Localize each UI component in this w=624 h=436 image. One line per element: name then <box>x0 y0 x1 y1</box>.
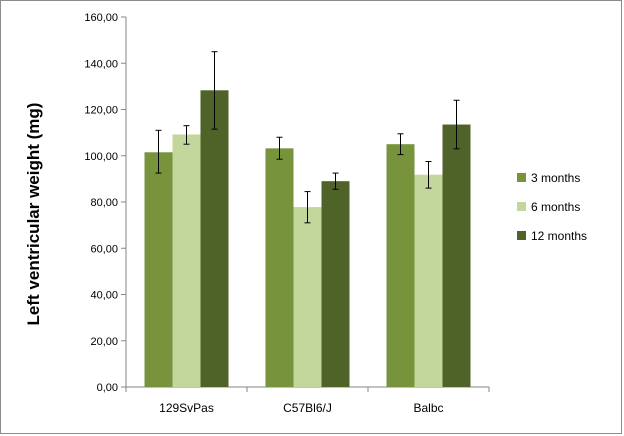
x-category-label: C57Bl6/J <box>283 401 332 415</box>
bar <box>321 181 350 387</box>
bar <box>200 90 229 388</box>
y-axis-label: Left ventricular weight (mg) <box>24 103 43 326</box>
y-tick-label: 160,00 <box>84 12 118 24</box>
legend-label: 3 months <box>531 171 580 185</box>
bar <box>265 148 294 387</box>
bar <box>414 174 443 387</box>
legend: 3 months 6 months 12 months <box>517 171 587 243</box>
y-tick-label: 140,00 <box>84 58 118 70</box>
x-category-label: Balbc <box>413 401 443 415</box>
bar <box>144 152 173 387</box>
bar <box>442 124 471 387</box>
y-tick-label: 60,00 <box>90 243 118 255</box>
y-tick-label: 120,00 <box>84 105 118 117</box>
error-bar-group <box>155 51 460 224</box>
bar <box>293 207 322 387</box>
y-tick-label: 0,00 <box>97 382 118 394</box>
bar-group <box>144 90 471 388</box>
y-tick-label: 80,00 <box>90 197 118 209</box>
bar <box>386 144 415 387</box>
legend-swatch <box>517 173 526 182</box>
legend-swatch <box>517 231 526 240</box>
legend-label: 12 months <box>531 229 587 243</box>
y-tick-label: 100,00 <box>84 151 118 163</box>
x-category-label: 129SvPas <box>159 401 214 415</box>
legend-swatch <box>517 202 526 211</box>
y-tick-label: 40,00 <box>90 290 118 302</box>
y-tick-label: 20,00 <box>90 336 118 348</box>
axis-labels: 0,00 20,00 40,00 60,00 80,00 100,00 120,00 140,… <box>84 12 443 415</box>
bar <box>172 134 201 387</box>
legend-label: 6 months <box>531 200 580 214</box>
